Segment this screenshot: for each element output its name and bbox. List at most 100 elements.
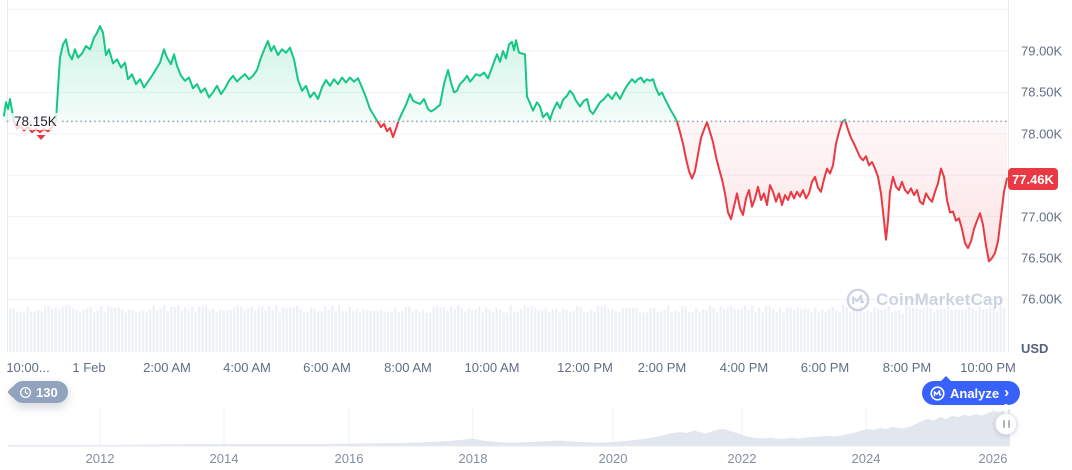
volume-bar <box>646 312 649 352</box>
volume-bar <box>719 306 722 352</box>
volume-bar <box>23 313 26 352</box>
volume-bar <box>205 305 208 352</box>
volume-bar <box>996 311 999 352</box>
volume-bar <box>187 309 190 352</box>
annotations-count-badge[interactable]: 130 <box>12 381 68 403</box>
volume-bar <box>9 308 12 352</box>
volume-bar <box>856 307 859 352</box>
volume-bar <box>800 309 803 352</box>
volume-bar <box>821 309 824 352</box>
volume-bar <box>551 309 554 352</box>
scrubber-stem <box>1004 404 1008 416</box>
volume-bar <box>296 305 299 352</box>
volume-bar <box>971 308 974 352</box>
volume-bar <box>558 312 561 352</box>
volume-bar <box>275 305 278 352</box>
volume-bar <box>355 309 358 352</box>
price-chart[interactable] <box>0 0 1015 356</box>
volume-bar <box>240 306 243 352</box>
volume-bar <box>324 306 327 352</box>
volume-bar <box>929 308 932 352</box>
volume-bar <box>677 312 680 352</box>
x-axis-label: 8:00 AM <box>384 360 432 375</box>
price-area-above <box>4 26 846 122</box>
volume-bar <box>359 312 362 352</box>
watermark-text: CoinMarketCap <box>876 290 1004 309</box>
volume-bar <box>264 310 267 352</box>
volume-bar <box>814 307 817 352</box>
volume-bar <box>628 307 631 352</box>
volume-bar <box>411 311 414 352</box>
volume-bar <box>345 311 348 352</box>
volume-bars <box>9 305 1006 352</box>
volume-bar <box>159 308 162 352</box>
volume-bar <box>740 308 743 352</box>
y-axis-label: 78.00K <box>1021 126 1063 142</box>
volume-bar <box>341 310 344 352</box>
volume-bar <box>485 307 488 352</box>
volume-bar <box>131 310 134 352</box>
volume-bar <box>37 310 40 352</box>
volume-bar <box>565 309 568 352</box>
volume-bar <box>369 310 372 352</box>
volume-bar <box>789 307 792 352</box>
volume-bar <box>751 306 754 352</box>
history-minimap[interactable] <box>0 407 1015 447</box>
volume-bar <box>999 305 1002 352</box>
volume-bar <box>607 309 610 352</box>
volume-bar <box>947 306 950 352</box>
coinmarketcap-badge-icon <box>930 385 945 401</box>
volume-bar <box>989 306 992 352</box>
volume-bar <box>849 311 852 352</box>
volume-bar <box>135 311 138 352</box>
volume-bar <box>142 310 145 352</box>
volume-bar <box>838 312 841 352</box>
volume-bar <box>306 311 309 352</box>
volume-bar <box>303 312 306 352</box>
volume-bar <box>432 307 435 352</box>
volume-bar <box>173 307 176 352</box>
volume-bar <box>149 309 152 352</box>
volume-bar <box>110 307 113 352</box>
volume-bar <box>313 309 316 352</box>
x-axis-label: 10:00 PM <box>960 360 1016 375</box>
range-scrubber-handle[interactable] <box>995 413 1017 435</box>
volume-bar <box>401 311 404 352</box>
x-axis-label: 4:00 AM <box>223 360 271 375</box>
volume-bar <box>61 307 64 352</box>
volume-bar <box>796 307 799 352</box>
history-icon <box>19 386 32 399</box>
volume-bar <box>352 310 355 352</box>
volume-bar <box>737 309 740 352</box>
volume-bar <box>695 307 698 352</box>
volume-bar <box>72 308 75 352</box>
volume-bar <box>863 312 866 352</box>
baseline-price-label: 78.15K <box>11 113 60 130</box>
x-axis-label: 6:00 AM <box>303 360 351 375</box>
volume-bar <box>621 307 624 352</box>
volume-bar <box>474 309 477 352</box>
volume-bar <box>975 310 978 352</box>
volume-bar <box>747 309 750 352</box>
x-axis-label: 10:00 AM <box>464 360 520 375</box>
volume-bar <box>828 309 831 352</box>
volume-bar <box>219 310 222 352</box>
volume-bar <box>964 309 967 352</box>
minimap-area <box>8 409 1010 446</box>
volume-bar <box>803 308 806 352</box>
analyze-button[interactable]: Analyze › <box>922 376 1021 405</box>
coinmarketcap-logo-icon <box>846 288 870 312</box>
volume-bar <box>250 306 253 352</box>
volume-bar <box>765 305 768 352</box>
volume-bar <box>82 309 85 352</box>
volume-bar <box>761 312 764 352</box>
volume-bar <box>922 308 925 352</box>
volume-bar <box>684 306 687 352</box>
volume-bar <box>656 312 659 352</box>
volume-bar <box>446 310 449 352</box>
current-price-badge: 77.46K <box>1008 168 1058 190</box>
volume-bar <box>534 307 537 352</box>
volume-bar <box>702 309 705 352</box>
volume-bar <box>642 312 645 352</box>
volume-bar <box>894 310 897 352</box>
